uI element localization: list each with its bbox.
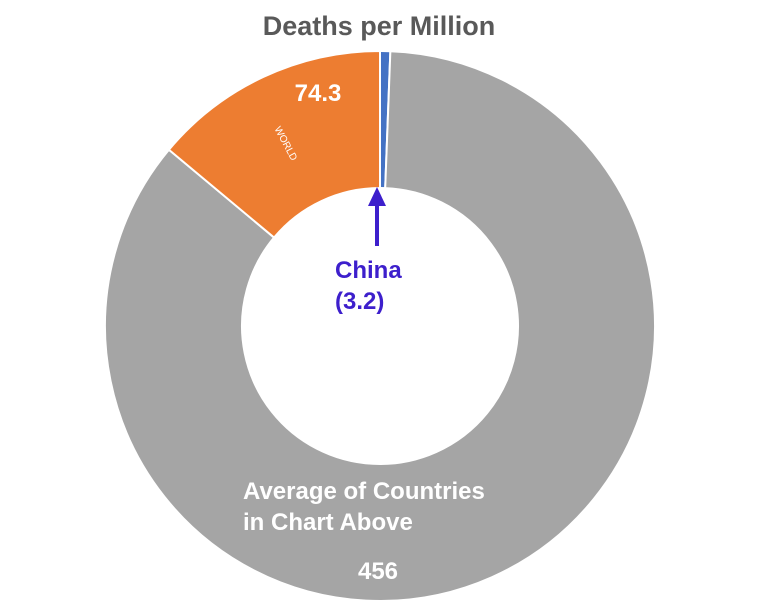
grey-slice-label-line2: in Chart Above bbox=[243, 509, 413, 536]
chart-title: Deaths per Million bbox=[263, 11, 496, 41]
donut-slices bbox=[104, 49, 656, 602]
world-value-label: 74.3 bbox=[295, 80, 342, 107]
grey-slice-label-line1: Average of Countries bbox=[243, 478, 485, 505]
china-annotation-value: (3.2) bbox=[335, 288, 384, 315]
slice-world bbox=[167, 49, 381, 239]
china-annotation-arrowhead bbox=[368, 187, 386, 206]
china-annotation-label: China bbox=[335, 257, 402, 284]
slice-average-of-countries-in-chart-above bbox=[104, 50, 656, 602]
grey-value-label: 456 bbox=[358, 558, 398, 585]
